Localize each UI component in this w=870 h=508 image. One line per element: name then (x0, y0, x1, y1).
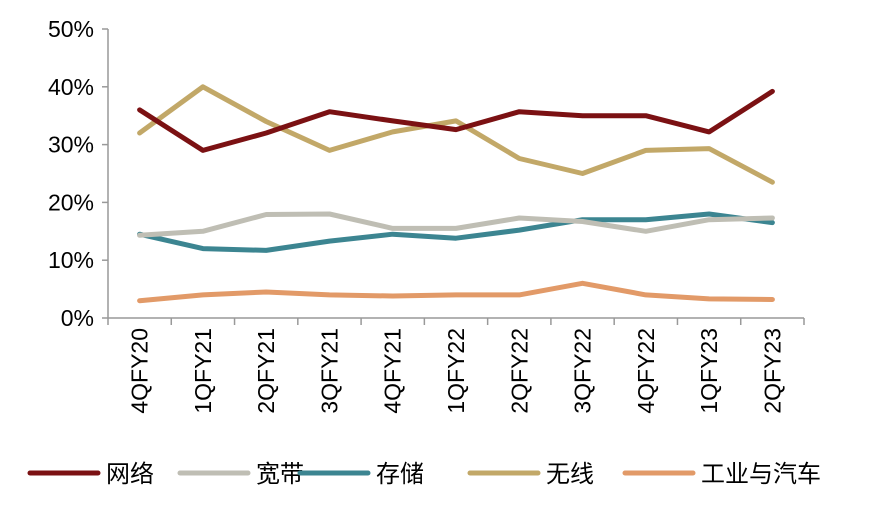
y-tick-label: 0% (61, 305, 94, 331)
x-tick-label: 2QFY23 (759, 328, 785, 414)
series-lines (137, 84, 775, 304)
series-line-4 (137, 280, 775, 304)
y-tick-label: 30% (48, 132, 94, 158)
x-tick-label: 4QFY20 (127, 328, 153, 414)
series-line-3 (137, 84, 775, 185)
legend-label: 工业与汽车 (701, 460, 821, 488)
legend-label: 网络 (106, 460, 154, 488)
x-tick-label: 3QFY22 (570, 328, 596, 414)
y-tick-label: 50% (48, 16, 94, 42)
legend-label: 无线 (546, 460, 594, 488)
y-tick-label: 10% (48, 247, 94, 273)
y-tick-label: 40% (48, 74, 94, 100)
x-tick-label: 2QFY21 (253, 328, 279, 414)
x-tick-label: 3QFY21 (316, 328, 342, 414)
x-tick-labels: 4QFY20 1QFY21 2QFY21 3QFY21 4QFY21 1QFY22 2QFY… (107, 318, 805, 414)
x-tick-label: 1QFY22 (443, 328, 469, 414)
x-tick-label: 4QFY22 (633, 328, 659, 414)
series-line-1 (137, 211, 775, 238)
legend: 网络 宽带 存储 无线 工业与汽车 (27, 460, 821, 488)
axes (107, 29, 804, 319)
series-line-2 (137, 211, 775, 253)
x-tick-label: 1QFY23 (696, 328, 722, 414)
x-tick-label: 4QFY21 (380, 328, 406, 414)
y-tick-labels: 0% 10% 20% 30% 40% 50% (48, 16, 108, 331)
x-tick-label: 2QFY22 (506, 328, 532, 414)
legend-label: 宽带 (256, 460, 304, 488)
legend-label: 存储 (376, 460, 424, 488)
y-tick-label: 20% (48, 189, 94, 215)
series-line-0 (137, 88, 775, 153)
x-tick-label: 1QFY21 (190, 328, 216, 414)
